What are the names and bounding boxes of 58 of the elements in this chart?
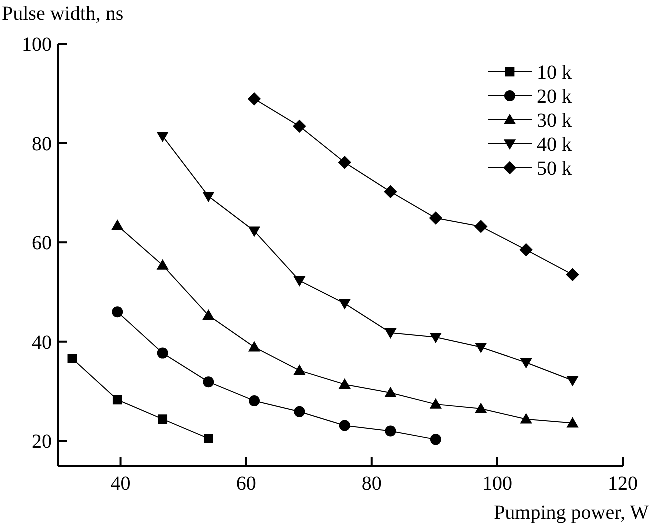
point	[430, 398, 442, 409]
point	[475, 342, 488, 354]
x-tick-label: 60	[236, 473, 256, 495]
legend-label: 10 k	[537, 62, 572, 84]
point	[203, 376, 214, 388]
point	[293, 120, 306, 134]
point	[202, 310, 215, 320]
y-tick-label: 60	[32, 232, 52, 255]
point	[384, 328, 397, 339]
point	[158, 414, 168, 424]
x-tick-label: 80	[362, 473, 382, 495]
point	[338, 299, 351, 310]
point	[520, 413, 532, 424]
point	[566, 268, 580, 282]
point	[475, 402, 488, 414]
x-tick-label: 100	[482, 473, 512, 495]
legend-label: 40 k	[537, 134, 572, 156]
point	[385, 426, 396, 437]
legend-label: 30 k	[537, 110, 572, 132]
point	[520, 358, 532, 369]
point	[248, 92, 262, 106]
point	[68, 354, 78, 364]
point	[566, 376, 579, 387]
point	[430, 333, 442, 344]
y-axis-title: Pulse width, ns	[2, 3, 124, 25]
legend-label: 20 k	[537, 86, 572, 108]
y-tick-label: 80	[32, 133, 52, 156]
point	[474, 220, 488, 234]
y-tick-label: 100	[22, 34, 52, 56]
point	[338, 378, 351, 389]
legend-label: 50 k	[537, 158, 572, 180]
y-tick-label: 20	[32, 431, 52, 454]
point	[204, 434, 214, 444]
point	[294, 276, 306, 287]
point	[202, 192, 215, 202]
point	[384, 185, 398, 199]
point	[112, 306, 124, 318]
x-tick-label: 120	[608, 473, 638, 495]
point	[338, 156, 352, 170]
point	[248, 226, 261, 238]
point	[156, 132, 169, 142]
point	[156, 259, 169, 270]
y-tick-label: 40	[32, 332, 52, 354]
point	[339, 420, 350, 432]
point	[157, 348, 168, 359]
point	[566, 417, 579, 428]
point	[294, 364, 306, 376]
point	[520, 243, 533, 257]
point	[430, 434, 442, 446]
point	[112, 395, 122, 405]
point	[112, 220, 124, 230]
x-tick-label: 40	[110, 473, 131, 495]
point	[429, 212, 443, 225]
point	[248, 341, 261, 352]
point	[248, 395, 260, 406]
x-axis-title: Pumping power, W	[494, 502, 650, 524]
point	[384, 386, 397, 398]
point	[294, 406, 306, 418]
